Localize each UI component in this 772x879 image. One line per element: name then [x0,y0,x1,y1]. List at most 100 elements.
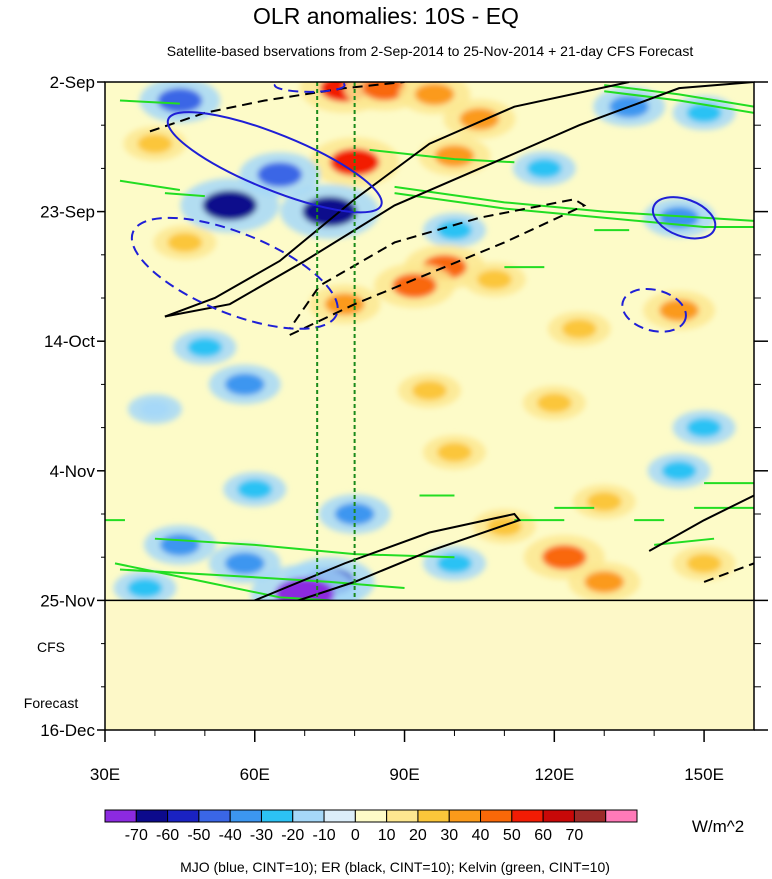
colorbar-units: W/m^2 [692,817,744,836]
anomaly-core [686,103,722,123]
colorbar-label: -10 [312,827,335,844]
anomaly-core [324,293,365,316]
anomaly-core [334,503,375,525]
chart-title: OLR anomalies: 10S - EQ [253,3,519,29]
anomaly-core [225,373,265,396]
anomaly-core [412,381,447,401]
anomaly-core [437,442,472,462]
er-contour [288,198,587,336]
olr-anomaly-field [113,82,736,601]
colorbar-label: 50 [503,827,521,844]
anomaly-core [542,544,587,570]
forecast-label-line1: CFS [37,639,65,655]
forecast-background [105,600,754,730]
colorbar-swatch [511,809,544,823]
anomaly-core [537,393,572,413]
anomaly-core [686,418,722,438]
x-tick-label: 60E [240,765,270,784]
anomaly-core [237,479,273,499]
reference-lines [316,82,356,601]
mjo-contour [166,111,383,214]
plot-area [104,81,755,731]
anomaly-core [127,578,163,598]
kelvin-contour [119,179,181,191]
anomaly-core [202,190,257,221]
colorbar-swatch [104,809,137,823]
colorbar-swatch [323,809,356,823]
wave-contours [105,82,754,601]
colorbar-label: -20 [281,827,304,844]
anomaly-core [659,299,699,322]
kelvin-contour [394,185,754,222]
colorbar-label: 30 [440,827,458,844]
colorbar-swatch [229,809,262,823]
colorbar-swatch [605,809,638,823]
er-contour [703,562,754,583]
y-tick-label: 25-Nov [40,591,95,610]
mjo-contour [651,196,717,240]
colorbar: -70 -60 -50 -40 -30 -20 -10 0 10 20 30 40 50 60 70 [104,809,638,844]
colorbar-label: 70 [566,827,584,844]
anomaly-core [157,88,203,113]
colorbar-label: 0 [351,827,360,844]
er-contour [149,82,405,133]
colorbar-label: 60 [534,827,552,844]
chart-subtitle: Satellite-based bservations from 2-Sep-2… [167,43,694,59]
anomaly-core [160,533,200,556]
anomaly-core [275,577,335,601]
kelvin-contour [119,99,180,105]
anomaly-core [140,400,170,418]
colorbar-swatch [198,809,231,823]
anomaly-core [225,552,265,575]
anomaly-core [686,553,722,573]
x-tick-label: 90E [389,765,419,784]
kelvin-contour [394,192,754,229]
colorbar-label: 10 [378,827,396,844]
anomaly-core [414,83,455,106]
kelvin-contour [119,568,405,590]
anomaly-core [584,571,625,593]
forecast-label-line2: Forecast [24,695,79,711]
colorbar-swatch [386,809,419,823]
kelvin-contour [604,90,754,114]
anomaly-core [437,220,472,240]
colorbar-swatch [542,809,575,823]
axes: 2-Sep 23-Sep 14-Oct 4-Nov 25-Nov 16-Dec 30E 60E… [40,73,768,784]
colorbar-label: 20 [409,827,427,844]
colorbar-label: -60 [156,827,179,844]
anomaly-core [187,337,223,357]
anomaly-core [362,82,407,101]
er-contour [648,494,754,552]
mjo-contour [621,287,687,333]
mjo-contour [273,82,346,93]
anomaly-core [434,145,475,167]
colorbar-label: -70 [125,827,148,844]
x-tick-label: 150E [684,765,724,784]
kelvin-contour [654,537,715,546]
anomaly-core [167,232,203,252]
kelvin-contour [154,537,455,559]
kelvin-contour [164,192,205,198]
colorbar-swatch [167,809,200,823]
colorbar-swatch [448,809,482,823]
colorbar-swatch [354,809,388,823]
y-tick-label: 23-Sep [40,203,95,222]
x-tick-label: 30E [90,765,120,784]
colorbar-swatch [417,809,450,823]
mjo-contour [130,216,339,330]
anomaly-core [437,553,472,573]
anomaly-core [477,269,512,289]
colorbar-label: -30 [250,827,273,844]
anomaly-core [661,461,697,481]
colorbar-swatch [135,809,169,823]
er-contour [164,82,754,318]
y-tick-label: 4-Nov [50,462,96,481]
anomaly-core [586,492,622,512]
anomaly-core [302,196,357,227]
y-tick-label: 2-Sep [50,73,95,92]
er-contour [164,82,630,318]
anomaly-core [257,162,302,187]
y-tick-label: 14-Oct [44,332,95,351]
colorbar-label: -40 [219,827,242,844]
